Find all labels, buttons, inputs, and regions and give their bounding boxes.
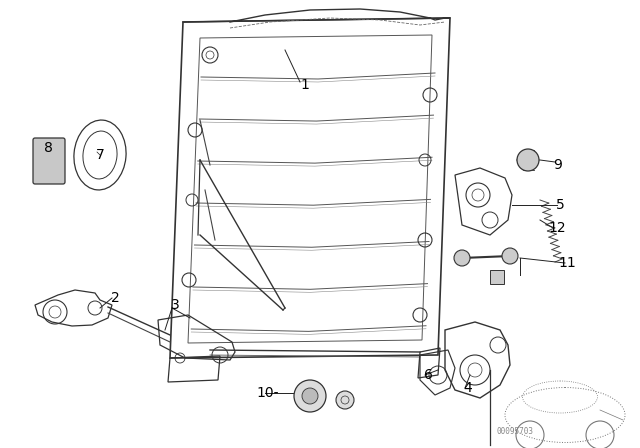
Text: 8: 8	[44, 141, 52, 155]
FancyBboxPatch shape	[33, 138, 65, 184]
Text: 6: 6	[424, 368, 433, 382]
Text: 12: 12	[548, 221, 566, 235]
Text: 1: 1	[301, 78, 309, 92]
Circle shape	[502, 248, 518, 264]
Circle shape	[454, 250, 470, 266]
Circle shape	[517, 149, 539, 171]
Circle shape	[294, 380, 326, 412]
Text: 2: 2	[111, 291, 120, 305]
Text: 3: 3	[171, 298, 179, 312]
Text: 11: 11	[558, 256, 576, 270]
Circle shape	[302, 388, 318, 404]
Polygon shape	[490, 270, 504, 284]
Text: 00095703: 00095703	[497, 427, 534, 436]
Text: 4: 4	[463, 381, 472, 395]
Text: 10-: 10-	[257, 386, 279, 400]
Circle shape	[336, 391, 354, 409]
Text: 9: 9	[554, 158, 563, 172]
Text: 5: 5	[556, 198, 564, 212]
Text: 7: 7	[95, 148, 104, 162]
